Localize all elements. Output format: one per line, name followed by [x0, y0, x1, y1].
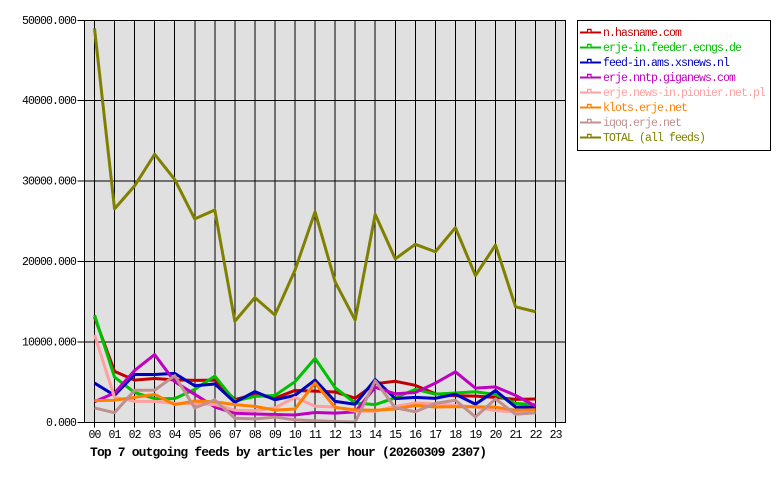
svg-text:30000.000: 30000.000 [22, 176, 77, 189]
svg-text:klots.erje.net: klots.erje.net [603, 102, 687, 115]
svg-text:20000.000: 20000.000 [22, 256, 77, 269]
svg-text:02: 02 [129, 429, 142, 442]
svg-text:12: 12 [329, 429, 342, 442]
svg-text:Top 7 outgoing feeds by articl: Top 7 outgoing feeds by articles per hou… [90, 445, 486, 460]
svg-text:11: 11 [309, 429, 322, 442]
svg-text:00: 00 [88, 429, 101, 442]
svg-text:23: 23 [550, 429, 563, 442]
svg-text:04: 04 [169, 429, 182, 442]
svg-text:15: 15 [389, 429, 402, 442]
svg-text:01: 01 [109, 429, 122, 442]
svg-text:08: 08 [249, 429, 262, 442]
svg-text:iqoq.erje.net: iqoq.erje.net [603, 117, 681, 130]
svg-text:erje-in.feeder.ecngs.de: erje-in.feeder.ecngs.de [603, 42, 742, 55]
svg-text:50000.000: 50000.000 [22, 15, 77, 28]
svg-text:16: 16 [409, 429, 422, 442]
svg-text:21: 21 [510, 429, 523, 442]
svg-text:TOTAL (all feeds): TOTAL (all feeds) [603, 132, 705, 145]
svg-text:18: 18 [449, 429, 462, 442]
svg-text:feed-in.ams.xsnews.nl: feed-in.ams.xsnews.nl [603, 57, 730, 70]
svg-text:erje.news-in.pionier.net.pl: erje.news-in.pionier.net.pl [603, 87, 766, 100]
svg-text:20: 20 [489, 429, 502, 442]
svg-text:14: 14 [369, 429, 382, 442]
svg-text:n.hasname.com: n.hasname.com [603, 27, 682, 40]
svg-text:10000.000: 10000.000 [22, 336, 77, 349]
svg-text:40000.000: 40000.000 [22, 95, 77, 108]
svg-text:03: 03 [149, 429, 162, 442]
svg-text:0.000: 0.000 [46, 417, 77, 430]
svg-text:09: 09 [269, 429, 282, 442]
svg-text:erje.nntp.giganews.com: erje.nntp.giganews.com [603, 72, 736, 85]
svg-text:06: 06 [209, 429, 222, 442]
svg-text:19: 19 [469, 429, 482, 442]
svg-text:22: 22 [530, 429, 543, 442]
svg-text:13: 13 [349, 429, 362, 442]
svg-text:05: 05 [189, 429, 202, 442]
svg-text:07: 07 [229, 429, 241, 442]
svg-text:10: 10 [289, 429, 302, 442]
svg-text:17: 17 [429, 429, 441, 442]
